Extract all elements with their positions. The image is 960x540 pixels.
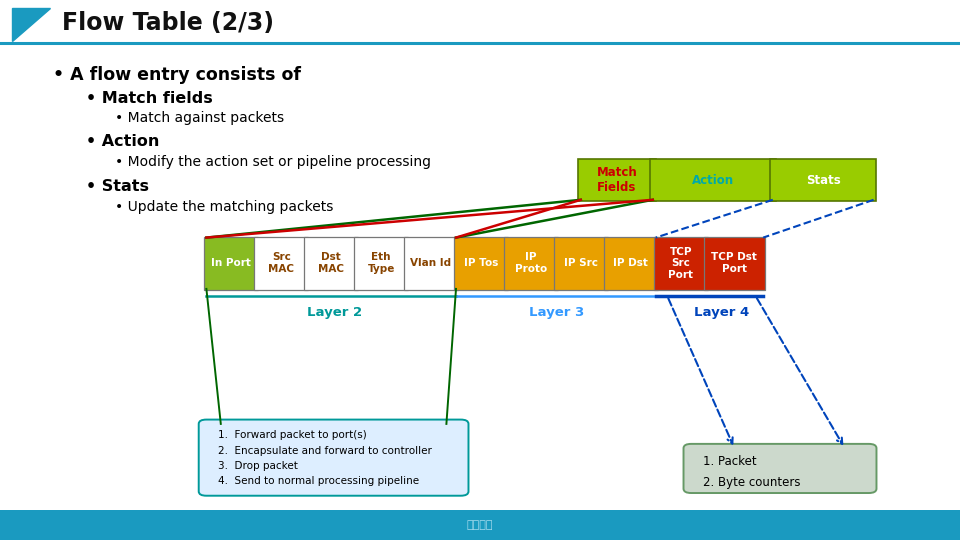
Text: In Port: In Port [211,258,252,268]
FancyBboxPatch shape [204,237,258,290]
Text: TCP Dst
Port: TCP Dst Port [711,252,757,274]
Text: • Match against packets: • Match against packets [115,111,284,125]
FancyBboxPatch shape [554,237,608,290]
FancyBboxPatch shape [0,510,960,540]
Text: • Modify the action set or pipeline processing: • Modify the action set or pipeline proc… [115,155,431,169]
Polygon shape [12,8,50,40]
Text: • Action: • Action [86,134,159,149]
Text: Layer 3: Layer 3 [529,306,585,319]
Text: 資料來源: 資料來源 [467,520,493,530]
FancyBboxPatch shape [254,237,308,290]
FancyBboxPatch shape [354,237,408,290]
Text: • Stats: • Stats [86,179,150,194]
Text: Vlan Id: Vlan Id [411,258,451,268]
Text: Src
MAC: Src MAC [268,252,295,274]
Text: IP Dst: IP Dst [613,258,648,268]
FancyBboxPatch shape [454,237,508,290]
FancyBboxPatch shape [650,159,776,201]
Text: • Update the matching packets: • Update the matching packets [115,200,333,214]
FancyBboxPatch shape [704,237,765,290]
Text: Dst
MAC: Dst MAC [318,252,345,274]
Text: Layer 4: Layer 4 [694,306,750,319]
FancyBboxPatch shape [199,420,468,496]
Text: Layer 2: Layer 2 [306,306,362,319]
Text: Eth
Type: Eth Type [368,252,395,274]
Text: Match
Fields: Match Fields [596,166,637,194]
FancyBboxPatch shape [578,159,656,201]
Text: Action: Action [692,174,733,187]
Text: 1. Packet
2. Byte counters: 1. Packet 2. Byte counters [703,455,801,489]
FancyBboxPatch shape [684,444,876,493]
Text: 1.  Forward packet to port(s)
2.  Encapsulate and forward to controller
3.  Drop: 1. Forward packet to port(s) 2. Encapsul… [218,430,432,486]
FancyBboxPatch shape [770,159,876,201]
Text: IP
Proto: IP Proto [515,252,547,274]
Text: IP Tos: IP Tos [464,258,498,268]
FancyBboxPatch shape [604,237,658,290]
Text: • Match fields: • Match fields [86,91,213,106]
FancyBboxPatch shape [304,237,358,290]
FancyBboxPatch shape [654,237,708,290]
FancyBboxPatch shape [504,237,558,290]
FancyBboxPatch shape [404,237,458,290]
Text: IP Src: IP Src [564,258,598,268]
Text: Flow Table (2/3): Flow Table (2/3) [62,11,275,35]
Text: Stats: Stats [805,174,841,187]
Text: • A flow entry consists of: • A flow entry consists of [53,65,300,84]
Text: TCP
Src
Port: TCP Src Port [668,247,693,280]
